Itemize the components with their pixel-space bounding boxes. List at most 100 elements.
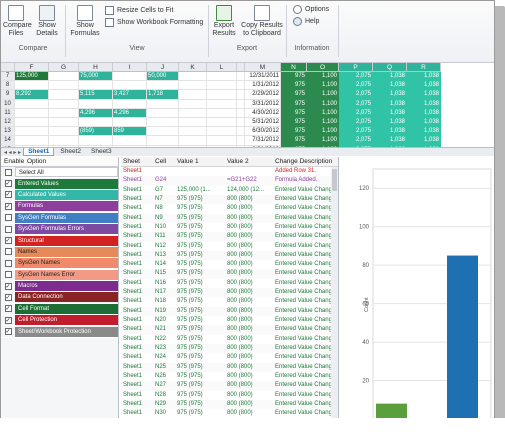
- result-row[interactable]: Sheet1 N21 975 (975) 800 (800) Entered Value…: [121, 325, 338, 335]
- sheet-column-header[interactable]: Sheet: [123, 158, 140, 165]
- option-row[interactable]: SysGen Formulas Errors: [1, 224, 118, 236]
- sheet-cell[interactable]: 975: [281, 72, 307, 82]
- sheet-cell[interactable]: [113, 81, 147, 91]
- sheet-cell[interactable]: 1,038: [407, 99, 441, 109]
- sheet-cell[interactable]: [179, 136, 207, 146]
- sheet-cell[interactable]: [207, 90, 237, 100]
- sheet-cell[interactable]: 1,038: [407, 108, 441, 118]
- sheet-cell[interactable]: [15, 99, 49, 109]
- sheet-cell[interactable]: 975: [281, 127, 307, 137]
- sheet-cell[interactable]: [207, 99, 237, 109]
- sheet-cell[interactable]: [49, 117, 79, 128]
- sheet-cell[interactable]: [79, 81, 113, 91]
- sheet-cell[interactable]: 4/30/2012: [245, 108, 281, 118]
- option-row[interactable]: ✓ Cell Protection: [1, 315, 118, 327]
- option-row[interactable]: Names: [1, 246, 118, 259]
- column-header[interactable]: K: [179, 63, 207, 71]
- sheet-cell[interactable]: [207, 108, 237, 118]
- option-checkbox[interactable]: [4, 271, 12, 279]
- option-checkbox[interactable]: [4, 225, 12, 233]
- column-header[interactable]: [1, 63, 15, 71]
- sheet-cell[interactable]: [49, 127, 79, 137]
- sheet-cell[interactable]: 975: [281, 117, 307, 128]
- result-row[interactable]: Sheet1 Added Row 31.: [121, 167, 338, 176]
- copy-results-button[interactable]: Copy Results to Clipboard: [241, 5, 283, 38]
- option-row[interactable]: SysGen Names Error: [1, 269, 118, 281]
- sheet-cell[interactable]: 1,100: [307, 108, 339, 118]
- sheet-cell[interactable]: 1,718: [147, 90, 179, 100]
- result-row[interactable]: Sheet1 N20 975 (975) 800 (800) Entered Value…: [121, 316, 338, 325]
- sheet-cell[interactable]: 4,296: [79, 108, 113, 118]
- row-number[interactable]: 8: [1, 81, 15, 91]
- sheet-cell[interactable]: 1,100: [307, 90, 339, 100]
- option-row[interactable]: ✓ Sheet/Workbook Protection: [1, 326, 118, 338]
- column-header[interactable]: J: [147, 63, 179, 71]
- sheet-cell[interactable]: 1,038: [407, 127, 441, 137]
- option-row[interactable]: ✓ Entered Values: [1, 178, 118, 190]
- sheet-cell[interactable]: [79, 99, 113, 109]
- sheet-cell[interactable]: [179, 90, 207, 100]
- sheet-cell[interactable]: 975: [281, 81, 307, 91]
- sheet-cell[interactable]: [207, 117, 237, 128]
- column-header[interactable]: R: [407, 63, 441, 71]
- show-formulas-button[interactable]: Show Formulas: [69, 5, 101, 38]
- row-number[interactable]: 12: [1, 117, 15, 128]
- sheet-cell[interactable]: 8,292: [15, 90, 49, 100]
- sheet-cell[interactable]: [237, 81, 245, 91]
- result-row[interactable]: Sheet1 N29 975 (975) 800 (800) Entered Value…: [121, 399, 338, 410]
- sheet-cell[interactable]: [147, 108, 179, 118]
- sheet-cell[interactable]: 1/31/2012: [245, 81, 281, 91]
- option-checkbox[interactable]: [4, 168, 12, 176]
- sheet-cell[interactable]: [79, 117, 113, 128]
- option-row[interactable]: ✓ Cell Format: [1, 303, 118, 316]
- compare-files-button[interactable]: Compare Files: [3, 5, 32, 38]
- sheet-cell[interactable]: [237, 127, 245, 137]
- sheet-cell[interactable]: 1,038: [373, 90, 407, 100]
- option-row[interactable]: ✓ Formulas: [1, 201, 118, 213]
- sheet-cell[interactable]: [49, 136, 79, 146]
- sheet-cell[interactable]: [237, 99, 245, 109]
- sheet-cell[interactable]: 1,038: [373, 117, 407, 128]
- column-header[interactable]: Q: [373, 63, 407, 71]
- sheet-cell[interactable]: [15, 81, 49, 91]
- cell-grid[interactable]: 7 125,000 75,000 50,000 12/31/2011 975 1,100 2,…: [1, 72, 441, 155]
- row-number[interactable]: 9: [1, 90, 15, 100]
- result-row[interactable]: Sheet1 N11 975 (975) 800 (800) Entered Value…: [121, 232, 338, 242]
- sheet-cell[interactable]: [207, 136, 237, 146]
- sheet-cell[interactable]: [207, 72, 237, 82]
- sheet-cell[interactable]: 2,075: [339, 99, 373, 109]
- option-checkbox[interactable]: ✓: [4, 282, 12, 290]
- tab-sheet1[interactable]: Sheet1: [23, 148, 55, 156]
- column-header[interactable]: L: [207, 63, 237, 71]
- sheet-cell[interactable]: [237, 108, 245, 118]
- sheet-cell[interactable]: 1,038: [407, 117, 441, 128]
- description-column-header[interactable]: Change Description: [275, 158, 333, 165]
- sheet-cell[interactable]: 6/30/2012: [245, 127, 281, 137]
- result-row[interactable]: Sheet1 N28 975 (975) 800 (800) Entered Value…: [121, 391, 338, 400]
- option-checkbox[interactable]: ✓: [4, 202, 12, 210]
- option-row[interactable]: ✓ Macros: [1, 281, 118, 293]
- value1-column-header[interactable]: Value 1: [177, 158, 199, 165]
- sheet-cell[interactable]: [113, 72, 147, 82]
- result-row[interactable]: Sheet1 N16 975 (975) 800 (800) Entered Value…: [121, 279, 338, 288]
- column-header[interactable]: P: [339, 63, 373, 71]
- option-checkbox[interactable]: ✓: [4, 180, 12, 188]
- row-number[interactable]: 10: [1, 99, 15, 109]
- sheet-cell[interactable]: 975: [281, 90, 307, 100]
- sheet-cell[interactable]: 1,100: [307, 117, 339, 128]
- result-row[interactable]: Sheet1 N30 975 (975) 800 (800) Entered Value…: [121, 409, 338, 418]
- sheet-cell[interactable]: 1,038: [373, 127, 407, 137]
- sheet-cell[interactable]: 1,100: [307, 81, 339, 91]
- sheet-cell[interactable]: [15, 108, 49, 118]
- sheet-cell[interactable]: [179, 127, 207, 137]
- sheet-cell[interactable]: [113, 117, 147, 128]
- sheet-cell[interactable]: [49, 72, 79, 82]
- result-row[interactable]: Sheet1 N17 975 (975) 800 (800) Entered Value…: [121, 288, 338, 298]
- sheet-cell[interactable]: [237, 117, 245, 128]
- resize-cells-button[interactable]: Resize Cells to Fit: [105, 6, 173, 15]
- sheet-cell[interactable]: 975: [281, 99, 307, 109]
- sheet-cell[interactable]: [113, 136, 147, 146]
- sheet-cell[interactable]: 1,038: [407, 81, 441, 91]
- option-checkbox[interactable]: ✓: [4, 237, 12, 245]
- sheet-cell[interactable]: 7/31/2012: [245, 136, 281, 146]
